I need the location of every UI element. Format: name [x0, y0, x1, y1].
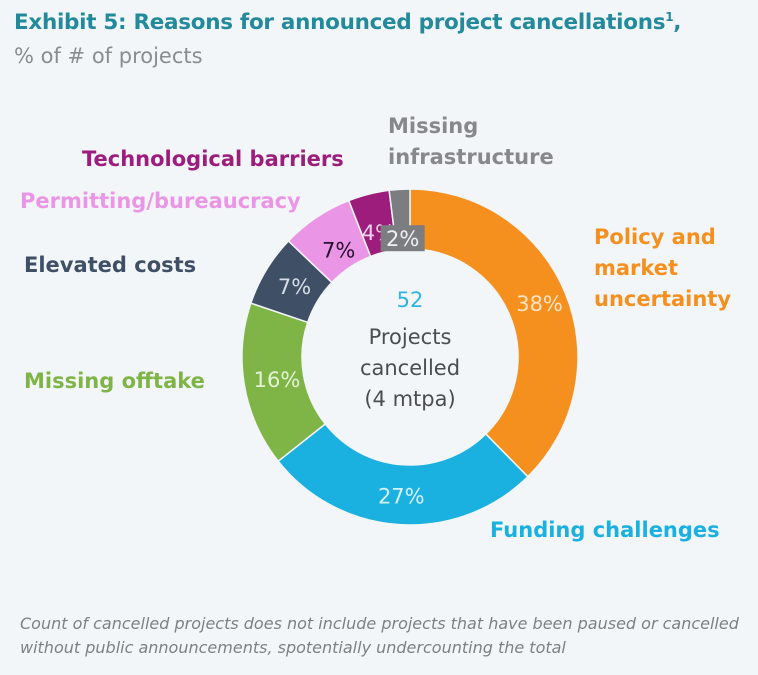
- category-label-missing-offtake: Missing offtake: [24, 369, 205, 393]
- center-summary: 52 Projects cancelled (4 mtpa): [360, 288, 460, 411]
- percent-label-missing-offtake: 16%: [254, 368, 301, 392]
- category-label-missing-infrastructure: Missing infrastructure: [388, 114, 554, 169]
- category-label-elevated-costs: Elevated costs: [24, 253, 196, 277]
- slice-funding-challenges: [277, 422, 529, 526]
- center-caption-line: cancelled: [360, 356, 460, 380]
- center-value: 52: [397, 288, 424, 312]
- percent-label-bg-missing-infrastructure: [380, 225, 425, 252]
- category-labels: Policy and market uncertainty Funding chall…: [20, 114, 731, 542]
- category-label-policy-and-market-uncertainty: Policy and market uncertainty: [594, 225, 731, 311]
- chart-title: Exhibit 5: Reasons for announced project…: [14, 10, 681, 35]
- footnote: Count of cancelled projects does not inc…: [20, 614, 739, 657]
- percent-label-permitting-bureaucracy: 7%: [322, 239, 355, 263]
- center-caption-line: Projects: [369, 325, 452, 349]
- donut-chart: 38%27%16%7%7%4%2% Policy and market uncert…: [20, 114, 731, 542]
- category-label-technological-barriers: Technological barriers: [82, 147, 344, 171]
- slice-percent-labels: 38%27%16%7%7%4%2%: [254, 221, 563, 509]
- category-label-permitting-bureaucracy: Permitting/bureaucracy: [20, 189, 301, 213]
- percent-label-funding-challenges: 27%: [378, 485, 425, 509]
- percent-label-policy-and-market-uncertainty: 38%: [516, 292, 563, 316]
- title-suffix: ,: [673, 10, 682, 36]
- percent-label-missing-infrastructure: 2%: [386, 227, 419, 251]
- category-label-funding-challenges: Funding challenges: [490, 518, 720, 542]
- percent-label-elevated-costs: 7%: [278, 275, 311, 299]
- chart-title-text: Exhibit 5: Reasons for announced project…: [14, 10, 666, 36]
- chart-subtitle: % of # of projects: [14, 44, 203, 68]
- center-caption-line: (4 mtpa): [364, 387, 455, 411]
- donut-slices: [241, 188, 579, 526]
- footnote-marker: 1: [665, 10, 674, 24]
- slice-policy-and-market-uncertainty: [409, 188, 579, 478]
